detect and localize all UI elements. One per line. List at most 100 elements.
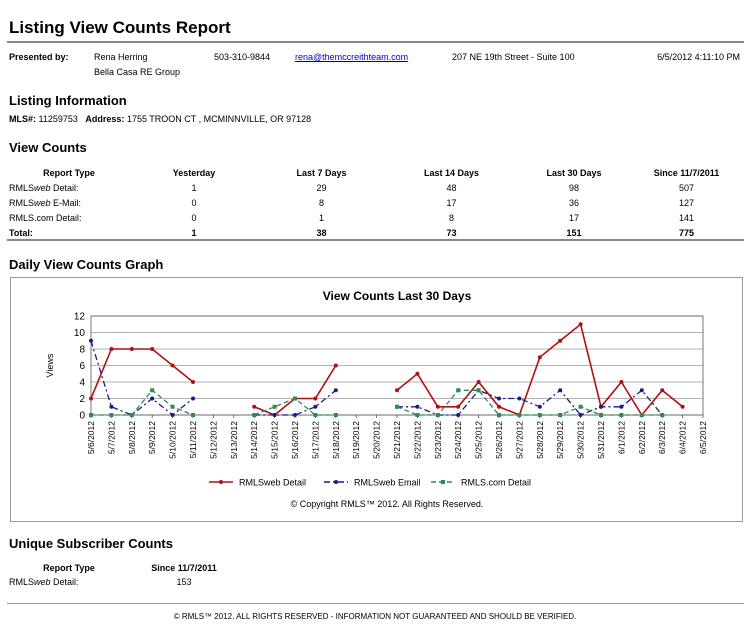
data-point (456, 404, 461, 409)
row-label: RMLSweb E-Mail: (9, 195, 129, 210)
mls-label: MLS#: (9, 114, 36, 124)
data-point (639, 413, 644, 417)
data-point (333, 413, 338, 417)
legend-label: RMLS.com Detail (461, 478, 531, 488)
data-point (578, 404, 583, 409)
legend-marker (219, 480, 223, 484)
cell-value: 17 (568, 212, 579, 223)
series-line (90, 340, 663, 416)
legend-marker (334, 480, 338, 484)
data-point (537, 355, 542, 360)
total-label: Total: (9, 227, 33, 238)
x-tick-label: 6/5/2012 (698, 421, 708, 454)
data-point (639, 388, 644, 393)
view-counts-heading: View Counts (9, 140, 87, 155)
data-point (435, 404, 440, 409)
view-counts-chart: View Counts Last 30 Days 0 2 4 6 8 10 12 Views 5/… (45, 289, 708, 509)
chart-title: View Counts Last 30 Days (323, 289, 472, 303)
data-point (313, 396, 318, 401)
data-point (293, 413, 297, 417)
data-point (395, 388, 399, 393)
row-label-text: RMLS (9, 197, 35, 208)
x-tick-label: 5/14/2012 (249, 421, 259, 459)
presenter-email-link[interactable]: rena@themccreithteam.com (295, 52, 409, 62)
cell-value: 48 (446, 182, 457, 193)
listing-info-heading: Listing Information (9, 93, 127, 108)
row-label: RMLS.com Detail: (9, 210, 129, 225)
total-row: Total: 1 38 73 151 775 (9, 225, 744, 240)
data-point (456, 413, 461, 417)
row-label-em: web (34, 577, 51, 587)
data-point (109, 347, 114, 351)
data-point (537, 404, 542, 409)
legend-marker (441, 480, 445, 484)
data-point (252, 404, 257, 409)
data-point (415, 413, 420, 417)
row-label-text: RMLS (9, 577, 35, 587)
data-point (619, 380, 624, 384)
unique-subscriber-table: Report Type Since 11/7/2011 RMLSweb Deta… (9, 561, 239, 589)
x-tick-label: 5/17/2012 (310, 421, 320, 459)
presented-by-label: Presented by: (9, 52, 69, 62)
data-point (150, 347, 155, 351)
series-line (90, 322, 684, 417)
cell-value: 141 (678, 212, 695, 223)
total-value: 1 (191, 227, 197, 238)
col-since: Since 11/7/2011 (653, 167, 720, 178)
cell-value: 36 (568, 197, 579, 208)
cell-value: 8 (318, 197, 324, 208)
table-row: RMLSweb Detail: 1 29 48 98 507 (9, 180, 744, 195)
data-point (191, 396, 195, 401)
table-row: RMLS.com Detail: 0 1 8 17 141 (9, 210, 744, 225)
data-point (89, 338, 93, 343)
data-point (476, 388, 481, 393)
unique-subscriber-header-row: Report Type Since 11/7/2011 (9, 561, 239, 575)
cell-value: 0 (191, 212, 197, 223)
total-value: 38 (316, 227, 327, 238)
x-tick-label: 5/15/2012 (270, 421, 280, 459)
graph-heading: Daily View Counts Graph (9, 257, 164, 272)
mls-value: 11259753 (38, 114, 78, 124)
data-point (89, 413, 93, 417)
data-point (313, 413, 318, 417)
data-point (660, 388, 665, 393)
cell-value: 1 (191, 182, 197, 193)
data-point (435, 413, 440, 417)
col-yesterday: Yesterday (172, 167, 216, 178)
view-counts-divider (7, 239, 744, 241)
x-tick-label: 5/6/2012 (86, 421, 96, 454)
data-point (497, 404, 501, 409)
total-value: 151 (566, 227, 582, 238)
col-last-7: Last 7 Days (296, 167, 347, 178)
data-point (272, 413, 277, 417)
x-tick-label: 5/24/2012 (453, 421, 463, 459)
x-tick-label: 5/12/2012 (208, 421, 218, 459)
graph-frame: View Counts Last 30 Days 0 2 4 6 8 10 12 Views 5/… (10, 277, 743, 522)
data-point (497, 413, 501, 417)
data-point (517, 413, 522, 417)
x-tick-label: 5/30/2012 (576, 421, 586, 459)
data-point (456, 388, 461, 393)
data-point (558, 388, 563, 393)
row-label: RMLSweb Detail: (9, 180, 129, 195)
x-tick-label: 5/13/2012 (229, 421, 239, 459)
data-point (272, 404, 277, 409)
y-tick-label: 10 (74, 328, 86, 339)
data-point (129, 347, 134, 351)
data-point (170, 404, 175, 409)
presenter-address: 207 NE 19th Street - Suite 100 (452, 52, 575, 62)
cell-value: 0 (191, 197, 197, 208)
data-point (558, 413, 563, 417)
col-last-30: Last 30 Days (546, 167, 602, 178)
data-point (191, 413, 195, 417)
data-point (619, 413, 624, 417)
col-last-14: Last 14 Days (423, 167, 480, 178)
data-point (293, 396, 297, 401)
y-tick-label: 2 (79, 394, 85, 405)
title-divider (7, 41, 744, 43)
x-tick-label: 6/4/2012 (678, 421, 688, 454)
col-since: Since 11/7/2011 (151, 563, 217, 573)
y-tick-label: 6 (79, 361, 85, 372)
data-point (619, 404, 624, 409)
row-label-suffix: Detail: (50, 577, 79, 587)
